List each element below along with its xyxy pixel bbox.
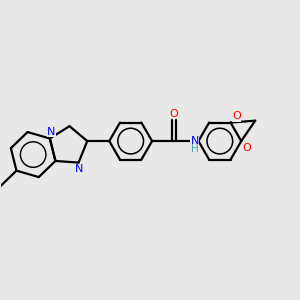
Text: O: O — [232, 111, 241, 121]
Text: N: N — [74, 164, 83, 174]
Text: N: N — [190, 136, 199, 146]
Text: H: H — [191, 144, 199, 154]
Text: N: N — [47, 127, 56, 137]
Text: O: O — [170, 109, 178, 119]
Text: O: O — [243, 142, 252, 153]
